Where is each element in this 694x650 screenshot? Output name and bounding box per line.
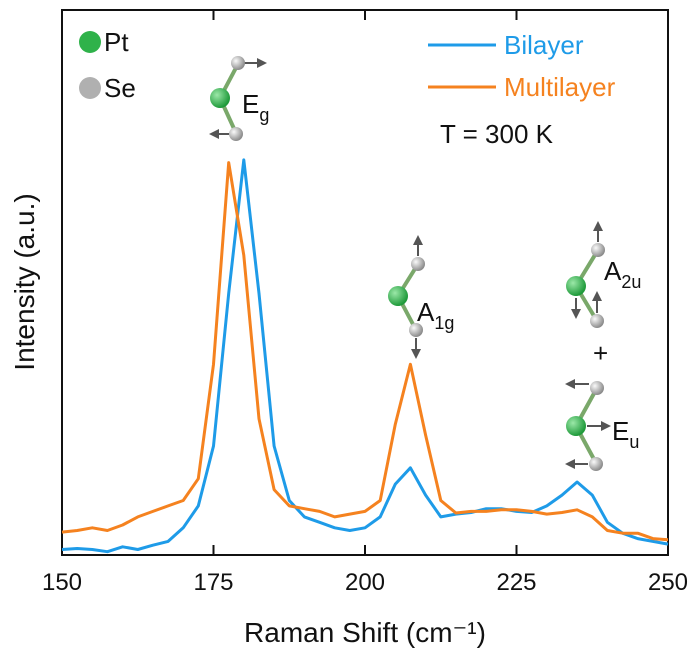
mode-subscript: 2u <box>621 272 641 292</box>
atom-label: Se <box>104 73 136 103</box>
molecule-icons <box>209 56 611 471</box>
mode-label: A1g <box>417 297 454 333</box>
y-axis-label: Intensity (a.u.) <box>9 193 40 370</box>
mode-subscript: 1g <box>434 313 454 333</box>
mode-symbol: A <box>604 256 622 286</box>
series-line <box>61 161 669 542</box>
x-tick-label: 150 <box>42 569 82 596</box>
mode-symbol: + <box>593 338 608 368</box>
x-tick-label: 200 <box>345 569 385 596</box>
condition-label: T = 300 K <box>440 119 554 149</box>
atom-label: Pt <box>104 27 129 57</box>
mode-subscript: u <box>629 432 639 452</box>
mode-label: Eg <box>242 89 269 125</box>
legend-label: Multilayer <box>504 72 616 102</box>
x-tick-label: 250 <box>648 569 688 596</box>
mode-symbol: A <box>417 297 435 327</box>
legend-label: Bilayer <box>504 30 584 60</box>
mode-symbol: E <box>242 89 259 119</box>
mode-subscript: g <box>259 105 269 125</box>
atom-swatch <box>79 77 101 99</box>
x-tick-label: 175 <box>193 569 233 596</box>
x-axis-label: Raman Shift (cm⁻¹) <box>244 617 486 648</box>
mode-label: + <box>593 338 608 368</box>
atom-swatch <box>79 31 101 53</box>
mode-label: Eu <box>612 416 639 452</box>
mode-symbol: E <box>612 416 629 446</box>
mode-label: A2u <box>604 256 641 292</box>
series-line <box>61 158 669 554</box>
x-tick-label: 225 <box>496 569 536 596</box>
